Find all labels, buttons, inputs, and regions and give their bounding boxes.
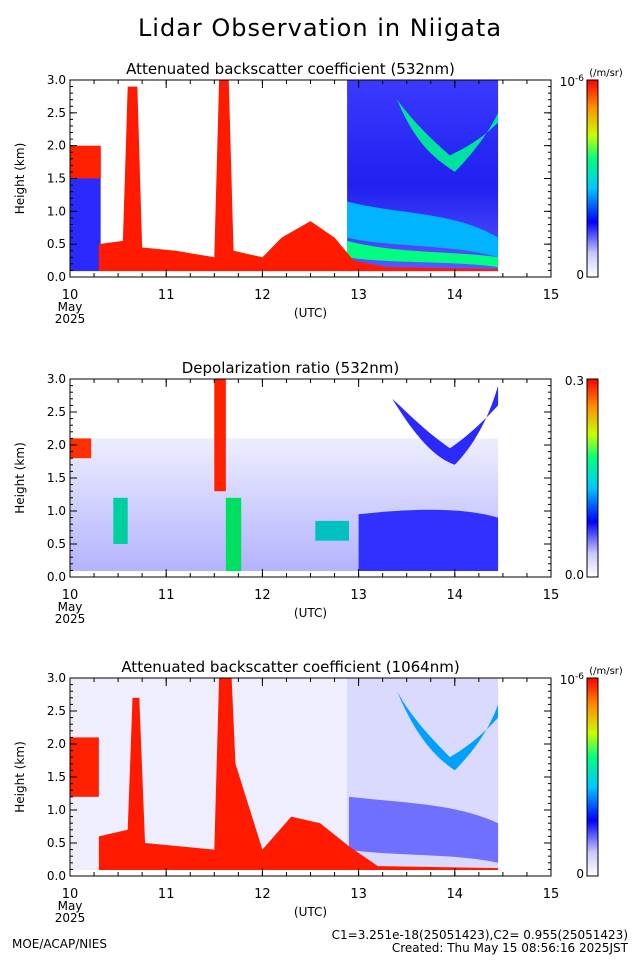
y-tick-label: 2.5	[47, 106, 66, 120]
y-tick-label: 1.5	[47, 172, 66, 186]
x-axis-label: (UTC)	[294, 306, 327, 320]
y-axis-label: Height (km)	[13, 442, 27, 513]
x-tick-label: 12	[254, 588, 271, 603]
y-tick-label: 1.5	[47, 770, 66, 784]
y-tick-label: 2.5	[47, 405, 66, 419]
y-tick-label: 0.5	[47, 836, 66, 850]
y-tick-label: 2.0	[47, 139, 66, 153]
x-tick-label: 13	[350, 288, 367, 303]
x-tick-label: 10	[62, 887, 79, 902]
x-tick-label: 14	[447, 588, 464, 603]
heatmap-image-1	[70, 80, 499, 272]
colorbar-max-exponent: -6	[575, 672, 584, 682]
colorbar-min-label: 0	[576, 867, 584, 881]
colorbar-1	[586, 79, 599, 278]
chart-panel-1: Attenuated backscatter coefficient (532n…	[13, 60, 623, 326]
chart-title-1: Attenuated backscatter coefficient (532n…	[126, 60, 455, 78]
x-date-month: May	[58, 899, 83, 913]
y-tick-label: 0.0	[47, 869, 66, 883]
x-date-year: 2025	[55, 612, 86, 626]
colorbar-3	[586, 677, 599, 877]
x-tick-label: 15	[543, 288, 560, 303]
y-tick-label: 0.5	[47, 237, 66, 251]
x-tick-label: 11	[158, 887, 175, 902]
y-axis-label: Height (km)	[13, 143, 27, 214]
colorbar-max-label: 10-6	[560, 74, 585, 89]
y-tick-label: 1.0	[47, 803, 66, 817]
y-tick-label: 3.0	[47, 671, 66, 685]
x-tick-label: 11	[158, 288, 175, 303]
x-tick-label: 15	[543, 588, 560, 603]
x-tick-label: 12	[254, 288, 271, 303]
y-tick-label: 1.0	[47, 504, 66, 518]
y-tick-label: 2.0	[47, 737, 66, 751]
y-tick-label: 2.5	[47, 704, 66, 718]
y-tick-label: 0.0	[47, 270, 66, 284]
y-tick-label: 3.0	[47, 372, 66, 386]
colorbar-max-label: 0.3	[565, 374, 584, 388]
x-tick-label: 14	[447, 887, 464, 902]
x-tick-label: 12	[254, 887, 271, 902]
y-tick-label: 0.0	[47, 570, 66, 584]
chart-title-3: Attenuated backscatter coefficient (1064…	[121, 658, 459, 676]
y-tick-label: 3.0	[47, 73, 66, 87]
x-tick-label: 14	[447, 288, 464, 303]
colorbar-min-label: 0	[576, 268, 584, 282]
x-tick-label: 10	[62, 588, 79, 603]
colorbar-min-label: 0.0	[565, 568, 584, 582]
org-label: MOE/ACAP/NIES	[12, 937, 108, 951]
x-axis-label: (UTC)	[294, 905, 327, 919]
x-tick-label: 13	[350, 588, 367, 603]
colorbar-2	[586, 378, 599, 578]
y-tick-label: 1.0	[47, 204, 66, 218]
created-label: Created: Thu May 15 08:56:16 2025JST	[391, 941, 628, 955]
colorbar-max-label: 10-6	[560, 672, 585, 687]
x-tick-label: 11	[158, 588, 175, 603]
x-tick-label: 13	[350, 887, 367, 902]
constants-label: C1=3.251e-18(25051423),C2= 0.955(2505142…	[331, 928, 628, 942]
colorbar-unit: (/m/sr)	[589, 68, 623, 79]
page-title: Lidar Observation in Niigata	[137, 14, 503, 42]
y-tick-label: 1.5	[47, 471, 66, 485]
chart-title-2: Depolarization ratio (532nm)	[182, 359, 400, 377]
y-tick-label: 0.5	[47, 537, 66, 551]
heatmap-image-2	[70, 379, 499, 572]
x-tick-label: 10	[62, 288, 79, 303]
y-tick-label: 2.0	[47, 438, 66, 452]
heatmap-image-3	[70, 678, 499, 871]
colorbar-unit: (/m/sr)	[589, 666, 623, 677]
chart-panel-3: Attenuated backscatter coefficient (1064…	[13, 658, 623, 925]
x-date-year: 2025	[55, 911, 86, 925]
x-date-year: 2025	[55, 312, 86, 326]
x-tick-label: 15	[543, 887, 560, 902]
chart-panel-2: Depolarization ratio (532nm) 0.0 0.5 1.0 1.5…	[13, 359, 599, 626]
x-axis-label: (UTC)	[294, 606, 327, 620]
x-date-month: May	[58, 300, 83, 314]
y-axis-label: Height (km)	[13, 741, 27, 812]
x-date-month: May	[58, 600, 83, 614]
colorbar-max-exponent: -6	[575, 74, 584, 84]
